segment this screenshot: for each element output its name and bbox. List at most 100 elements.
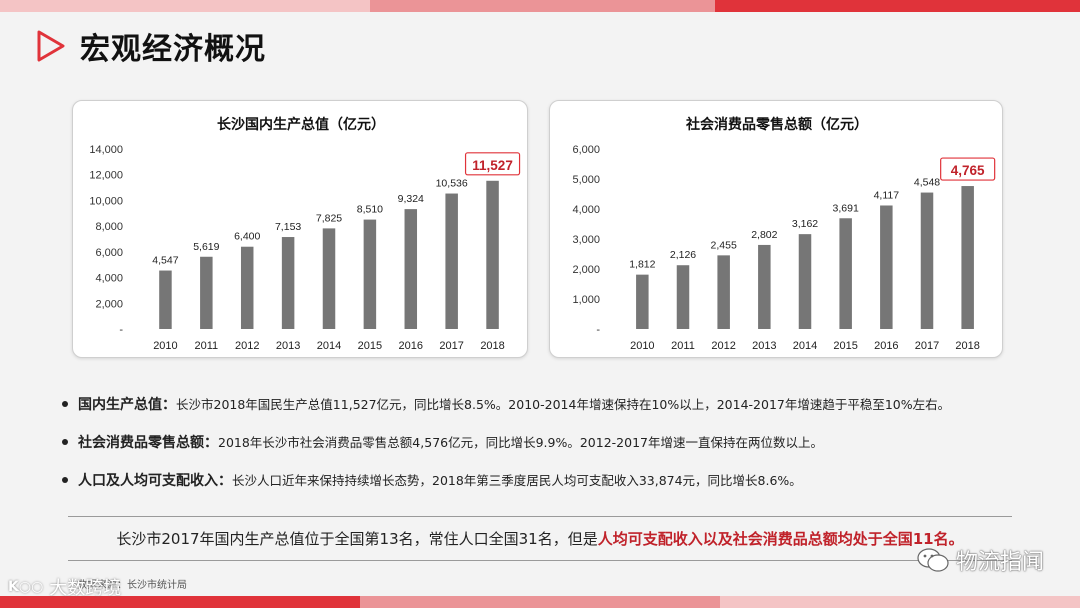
bar — [159, 270, 172, 329]
bullet-gdp: 国内生产总值：长沙市2018年国民生产总值11,527亿元，同比增长8.5%。2… — [62, 394, 950, 414]
bullet-text: 2018年长沙市社会消费品零售总额4,576亿元，同比增长9.9%。2012-2… — [218, 435, 823, 450]
conclusion-text: 长沙市2017年国内生产总值位于全国第13名，常住人口全国31名，但是 — [116, 530, 598, 548]
x-tick-label: 2011 — [671, 340, 695, 352]
x-tick-label: 2010 — [630, 340, 654, 352]
y-tick-label: 12,000 — [89, 170, 123, 182]
y-tick-label: 10,000 — [89, 195, 123, 207]
x-tick-label: 2016 — [399, 340, 423, 352]
y-tick-label: 1,000 — [572, 294, 600, 306]
data-label: 2,455 — [711, 239, 737, 251]
chart-title: 长沙国内生产总值（亿元） — [217, 116, 385, 133]
bar — [200, 256, 213, 329]
chart-title: 社会消费品零售总额（亿元） — [685, 116, 868, 133]
y-tick-label: 4,000 — [95, 273, 123, 285]
data-label: 9,324 — [398, 193, 424, 205]
play-triangle-icon — [37, 30, 65, 62]
bullet-head: 国内生产总值： — [78, 397, 176, 413]
x-tick-label: 2015 — [833, 340, 857, 352]
bullet-retail: 社会消费品零售总额：2018年长沙市社会消费品零售总额4,576亿元，同比增长9… — [62, 432, 823, 452]
x-tick-label: 2014 — [793, 340, 817, 352]
bullet-dot — [62, 438, 68, 445]
watermark-right: 物流指闻 — [916, 544, 1044, 576]
y-tick-label: 14,000 — [89, 144, 123, 156]
page-title: 宏观经济概况 — [80, 32, 266, 67]
data-label: 8,510 — [357, 204, 383, 216]
bullet-text: 长沙市2018年国民生产总值11,527亿元，同比增长8.5%。2010-201… — [176, 397, 951, 412]
y-tick-label: 5,000 — [572, 174, 600, 186]
divider-bottom — [68, 560, 1012, 561]
bar — [281, 237, 295, 329]
bullet-dot — [62, 476, 68, 483]
bar — [717, 255, 730, 329]
gdp-chart-card: 长沙国内生产总值（亿元） - 2,000 4,000 6,000 8,000 10,000 1… — [72, 100, 528, 358]
divider-top — [68, 516, 1012, 517]
bullet-text: 长沙人口近年来保持持续增长态势，2018年第三季度居民人均可支配收入33,874… — [232, 473, 802, 488]
wechat-icon — [917, 548, 949, 572]
x-tick-label: 2016 — [874, 340, 898, 352]
data-label-highlight: 11,527 — [472, 158, 513, 173]
bar — [322, 228, 336, 329]
x-tick-label: 2013 — [752, 340, 776, 352]
watermark-left-text: 大数跨境 — [49, 578, 122, 599]
bar — [676, 265, 690, 329]
retail-sales-chart-card: 社会消费品零售总额（亿元） - 1,000 2,000 3,000 4,000 5,000 6… — [549, 100, 1003, 358]
bar — [636, 274, 649, 329]
watermark-left: K○○ 大数跨境 — [8, 574, 121, 600]
y-tick-label: 6,000 — [572, 144, 600, 156]
data-label: 6,400 — [234, 231, 260, 243]
data-label: 7,153 — [275, 221, 301, 233]
bar — [486, 180, 499, 329]
bullet-head: 社会消费品零售总额： — [78, 435, 218, 451]
data-label: 5,619 — [193, 241, 219, 253]
y-tick-label: 8,000 — [95, 221, 123, 233]
conclusion-highlight: 人均可支配收入以及社会消费品总额均处于全国11名。 — [597, 530, 964, 548]
bar — [363, 219, 377, 329]
bullet-dot — [62, 400, 68, 407]
bar — [758, 244, 771, 329]
data-label: 3,691 — [833, 202, 859, 214]
x-tick-label: 2015 — [358, 340, 382, 352]
watermark-left-logo: K○○ — [8, 579, 44, 595]
data-label: 2,802 — [751, 229, 777, 241]
data-label: 4,117 — [874, 189, 900, 201]
data-label: 2,126 — [670, 249, 696, 261]
bar — [961, 186, 974, 329]
bar — [920, 192, 934, 329]
watermark-right-text: 物流指闻 — [955, 550, 1044, 575]
x-tick-label: 2013 — [276, 340, 300, 352]
bar — [798, 234, 812, 329]
bar — [880, 205, 893, 329]
x-tick-label: 2018 — [955, 340, 979, 352]
data-source-note: *数据来源：长沙市统计局 — [72, 580, 187, 591]
top-accent-band — [0, 0, 1080, 12]
y-tick-label: 6,000 — [95, 247, 123, 259]
x-tick-label: 2018 — [480, 340, 504, 352]
y-tick-label: 4,000 — [572, 204, 600, 216]
y-tick-label: - — [119, 324, 123, 336]
bar — [445, 193, 458, 329]
bullet-population: 人口及人均可支配收入：长沙人口近年来保持持续增长态势，2018年第三季度居民人均… — [62, 470, 802, 490]
y-tick-label: 3,000 — [572, 234, 600, 246]
gdp-bar-chart: 长沙国内生产总值（亿元） - 2,000 4,000 6,000 8,000 10,000 1… — [89, 116, 521, 352]
data-label-highlight: 4,765 — [951, 163, 985, 178]
x-tick-label: 2014 — [317, 340, 341, 352]
data-label: 1,812 — [629, 259, 655, 271]
conclusion: 长沙市2017年国内生产总值位于全国第13名，常住人口全国31名，但是人均可支配… — [0, 528, 1080, 549]
data-label: 7,825 — [316, 212, 342, 224]
x-tick-label: 2011 — [195, 340, 219, 352]
data-label: 4,547 — [152, 255, 178, 267]
retail-sales-bar-chart: 社会消费品零售总额（亿元） - 1,000 2,000 3,000 4,000 5,000 6… — [572, 116, 996, 352]
highlight-label-box — [940, 157, 996, 181]
bullet-head: 人口及人均可支配收入： — [78, 473, 232, 489]
bar — [240, 246, 254, 329]
x-tick-label: 2012 — [235, 340, 259, 352]
x-tick-label: 2010 — [153, 340, 177, 352]
title-bar: 宏观经济概况 — [36, 26, 266, 67]
y-tick-label: 2,000 — [572, 264, 600, 276]
data-label: 10,536 — [436, 178, 468, 190]
x-tick-label: 2012 — [711, 340, 735, 352]
y-tick-label: 2,000 — [95, 298, 123, 310]
bar — [839, 218, 852, 329]
x-tick-label: 2017 — [915, 340, 939, 352]
bar — [404, 209, 418, 329]
